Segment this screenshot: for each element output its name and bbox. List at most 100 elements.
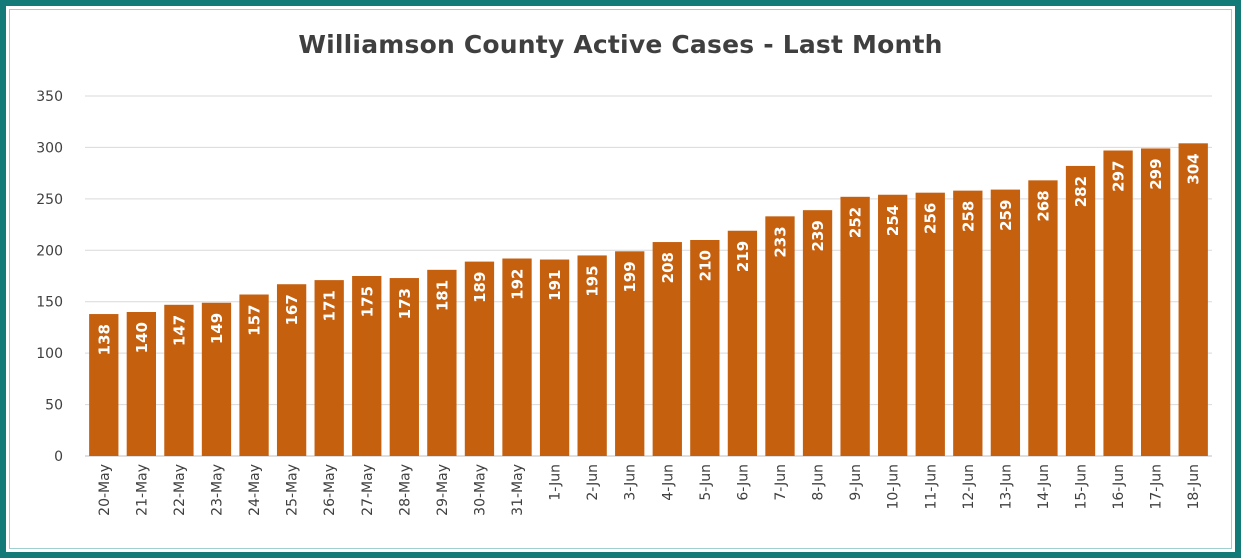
bar-value-label: 256 [922,203,940,234]
x-tick-label: 16-Jun [1111,464,1127,510]
bar-value-label: 208 [659,252,677,283]
x-tick-label: 17-Jun [1149,464,1165,510]
bar [1065,165,1096,456]
x-tick-label: 24-May [247,464,263,516]
bar [878,194,908,456]
bar [352,276,382,456]
bar [502,258,532,456]
y-tick-label: 250 [36,192,63,208]
bar [314,280,344,456]
y-tick-label: 150 [36,295,63,311]
bar [1140,148,1171,456]
x-tick-label: 31-May [510,464,526,516]
bar [953,190,983,456]
bar-value-label: 195 [584,265,602,296]
bar-value-label: 239 [809,220,827,251]
x-tick-label: 11-Jun [923,464,939,510]
y-tick-label: 0 [54,449,63,465]
y-tick-label: 350 [36,89,63,105]
x-tick-label: 23-May [209,464,225,516]
bar [652,242,682,456]
x-tick-label: 28-May [397,464,413,516]
x-tick-label: 22-May [172,464,188,516]
x-tick-label: 20-May [97,464,113,516]
x-tick-label: 15-Jun [1074,464,1090,510]
bar-value-label: 167 [283,294,301,325]
bar [690,240,720,456]
bar-value-label: 181 [433,280,451,311]
chart-frame-inner-border [9,9,1232,549]
x-axis: 20-May 21-May 22-May 23-May 24-May 25-May 26-M… [97,464,1202,516]
bar [389,278,419,456]
bar-value-label: 171 [321,290,339,321]
x-tick-label: 10-Jun [886,464,902,510]
bar [126,312,157,456]
y-tick-label: 200 [36,243,63,259]
bar [464,261,495,456]
bar-value-label: 192 [509,269,527,300]
bar [1178,143,1208,457]
bar [276,284,307,456]
chart-title: Williamson County Active Cases - Last Mo… [298,30,943,59]
bar [239,294,269,456]
x-tick-label: 29-May [435,464,451,516]
bar-value-label: 189 [471,272,489,303]
bar-value-label: 254 [884,205,902,236]
bar-value-label: 147 [170,315,188,346]
bar [915,192,945,456]
x-tick-label: 2-Jun [585,464,601,501]
bar-value-label: 268 [1034,190,1052,221]
bar-value-label: 282 [1072,176,1090,207]
x-tick-label: 21-May [134,464,150,516]
y-tick-label: 50 [45,398,63,414]
x-tick-label: 18-Jun [1186,464,1202,510]
bar [802,210,833,456]
bar [1103,150,1133,456]
bar-value-label: 199 [621,261,639,292]
bar-value-label: 304 [1185,153,1203,184]
x-tick-label: 14-Jun [1036,464,1052,510]
x-tick-label: 30-May [472,464,488,516]
bar-value-label: 157 [246,305,264,336]
bar [89,314,119,456]
bar [577,255,607,456]
y-tick-label: 100 [36,346,63,362]
bar [840,196,870,457]
bar [201,302,232,456]
data-labels: 138 140 147 149 157 167 171 175 173 181 189 192 191 1… [95,153,1202,355]
bar [990,189,1021,456]
x-tick-label: 27-May [360,464,376,516]
x-tick-label: 12-Jun [961,464,977,510]
x-tick-label: 13-Jun [998,464,1014,510]
x-tick-label: 9-Jun [848,464,864,501]
bar-value-label: 210 [696,250,714,281]
x-tick-label: 6-Jun [735,464,751,501]
gridlines [85,95,1212,457]
bar [427,269,457,456]
bar [1028,180,1058,457]
bar [615,251,645,456]
x-tick-label: 7-Jun [773,464,789,501]
bar [539,259,570,456]
x-tick-label: 8-Jun [811,464,827,501]
bar-value-label: 140 [133,322,151,353]
x-tick-label: 26-May [322,464,338,516]
bar-value-label: 138 [95,324,113,355]
bar-value-label: 175 [358,286,376,317]
y-tick-label: 300 [36,140,63,156]
bar [164,304,194,456]
x-tick-label: 4-Jun [660,464,676,501]
x-tick-label: 25-May [285,464,301,516]
x-tick-label: 5-Jun [698,464,714,501]
bar-value-label: 219 [734,241,752,272]
bar [765,216,795,456]
bar-value-label: 259 [997,200,1015,231]
x-tick-label: 3-Jun [623,464,639,501]
bar-value-label: 252 [847,207,865,238]
bar-value-label: 297 [1110,161,1128,192]
bar-value-label: 258 [959,201,977,232]
bars [89,143,1208,457]
bar-value-label: 149 [208,313,226,344]
bar [727,230,758,456]
